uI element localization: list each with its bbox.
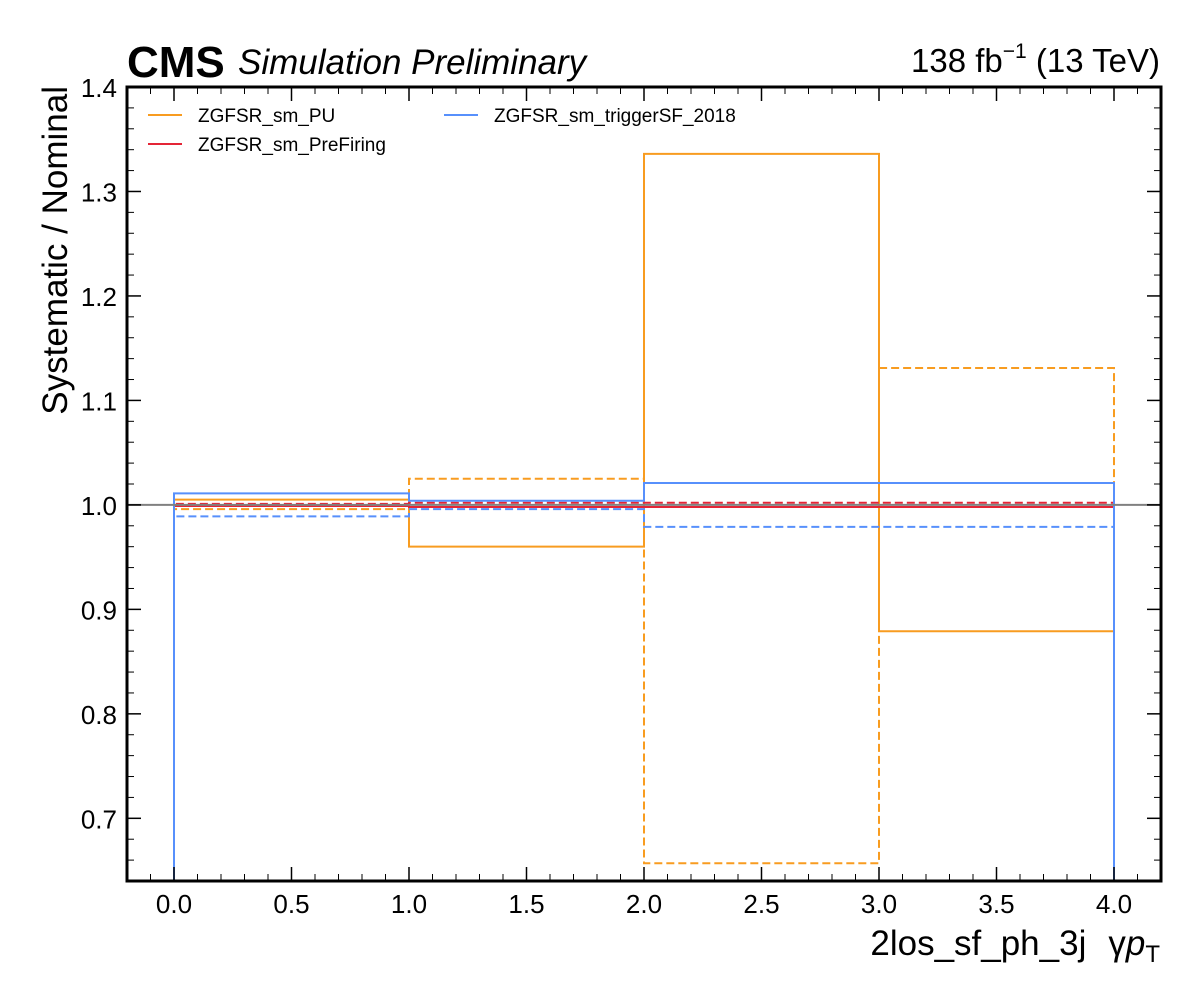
x-tick-label: 4.0: [1096, 889, 1132, 919]
x-tick-label: 2.0: [626, 889, 662, 919]
x-tick-label: 1.5: [508, 889, 544, 919]
x-axis-label-sub: T: [1145, 941, 1160, 968]
luminosity-label: 138 fb−1 (13 TeV): [911, 40, 1160, 79]
x-tick-label: 0.0: [156, 889, 192, 919]
x-axis-label: 2los_sf_ph_3j γpT: [870, 924, 1160, 968]
y-axis-label: Systematic / Nominal: [36, 86, 75, 415]
series-line-up-4: [173, 481, 1115, 881]
experiment-label: CMS: [127, 38, 225, 87]
x-axis-label-region: 2los_sf_ph_3j: [870, 924, 1086, 963]
series-line-down-5: [173, 508, 1115, 881]
x-tick-label: 0.5: [273, 889, 309, 919]
x-tick-label: 3.5: [978, 889, 1014, 919]
y-tick-label: 0.7: [81, 804, 117, 834]
y-tick-label: 1.0: [81, 491, 117, 521]
x-tick-label: 3.0: [861, 889, 897, 919]
lumi-value: 138 fb: [911, 42, 1003, 79]
legend-entry-label: ZGFSR_sm_triggerSF_2018: [494, 106, 736, 127]
legend-entry-label: ZGFSR_sm_PreFiring: [198, 135, 386, 156]
y-tick-label: 0.9: [81, 595, 117, 625]
y-tick-label: 1.1: [81, 386, 117, 416]
lumi-energy: (13 TeV): [1027, 42, 1160, 79]
series-line-down-3: [173, 501, 1115, 881]
y-tick-label: 1.4: [81, 73, 117, 103]
legend-entry-label: ZGFSR_sm_PU: [198, 106, 335, 127]
series-line-up-2: [173, 504, 1115, 881]
x-axis-label-p: p: [1125, 924, 1145, 963]
x-tick-label: 1.0: [391, 889, 427, 919]
x-axis-label-gamma: γ: [1108, 924, 1126, 963]
lumi-exponent: −1: [1003, 40, 1027, 63]
y-tick-label: 1.2: [81, 282, 117, 312]
series-line-up-0: [173, 152, 1115, 881]
x-tick-label: 2.5: [743, 889, 779, 919]
status-label: Simulation Preliminary: [238, 43, 589, 82]
y-tick-label: 0.8: [81, 700, 117, 730]
y-tick-label: 1.3: [81, 177, 117, 207]
plot-frame: [125, 85, 1163, 883]
series-line-down-1: [173, 367, 1115, 881]
